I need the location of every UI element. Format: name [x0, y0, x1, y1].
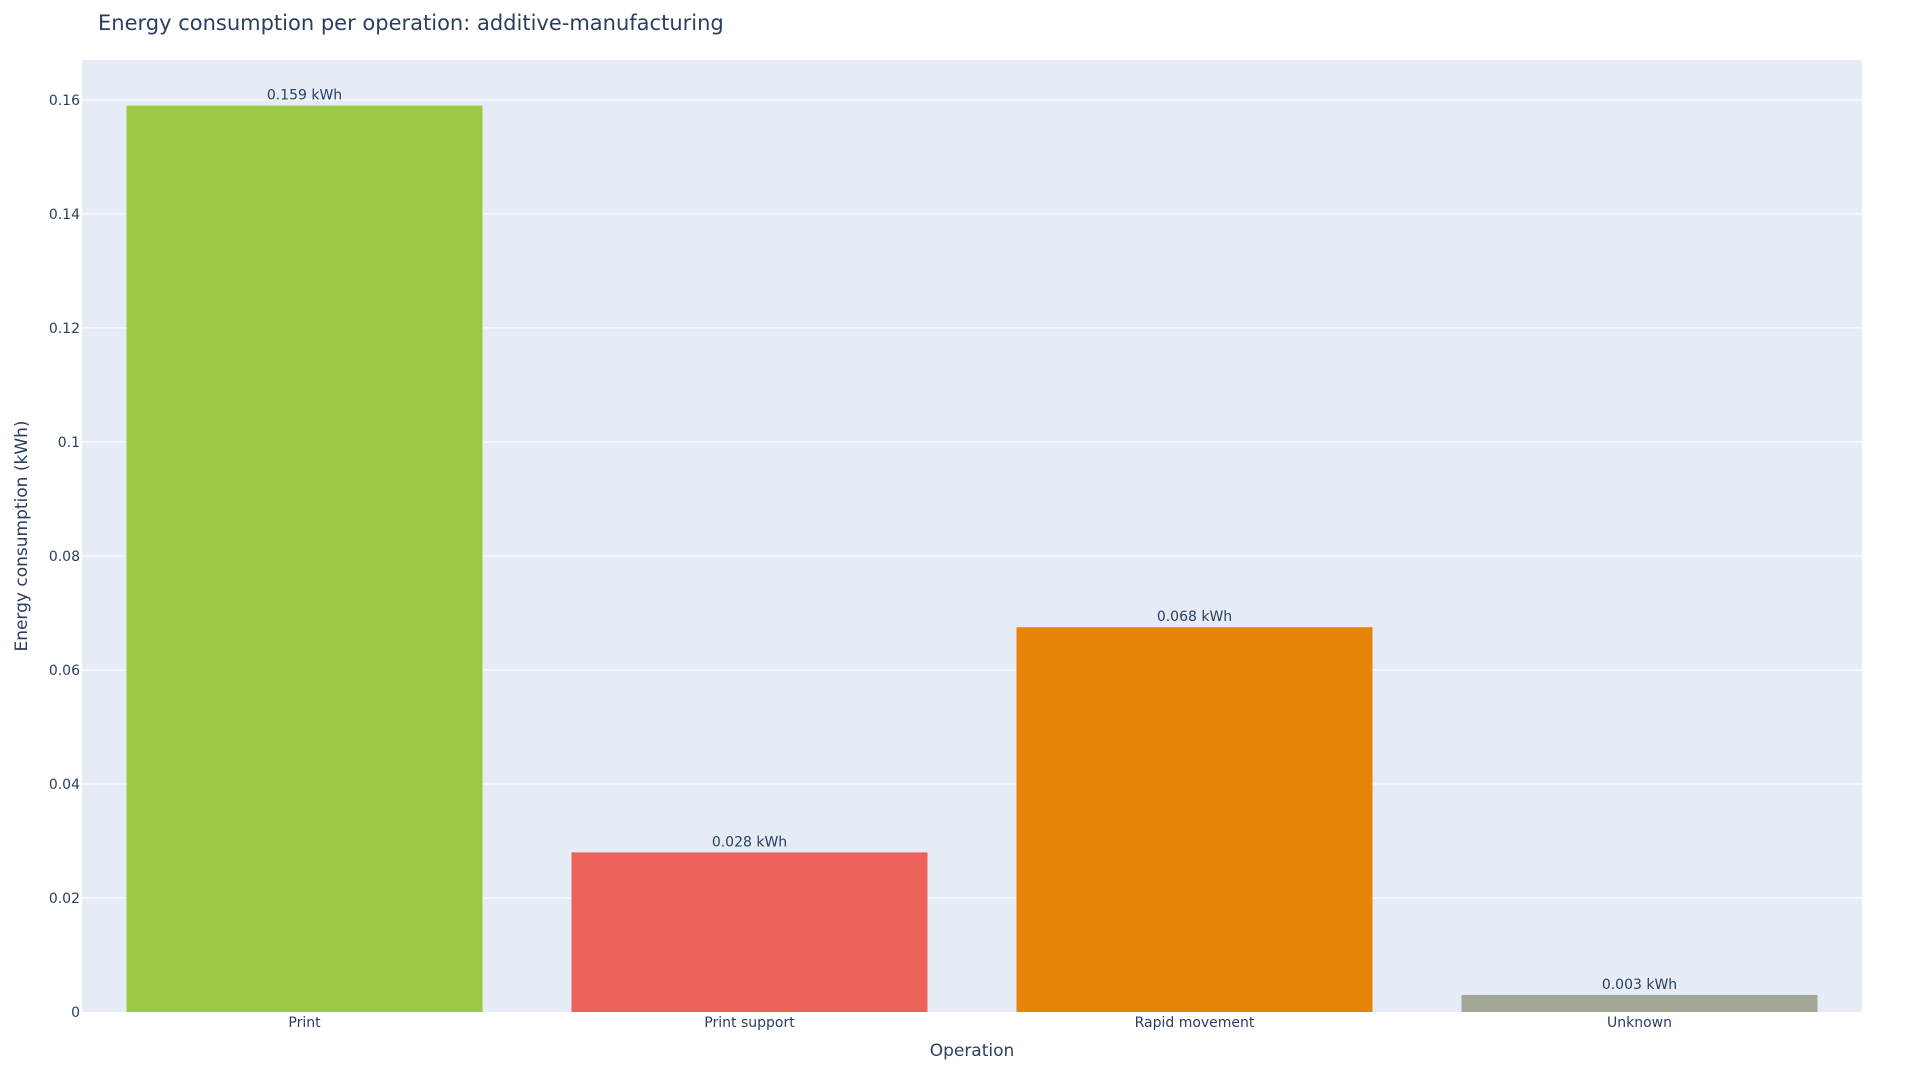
data-label: 0.159 kWh: [267, 88, 342, 104]
x-tick-label: Print support: [704, 1015, 795, 1031]
x-tick-label: Unknown: [1607, 1015, 1672, 1031]
y-tick-label: 0.1: [58, 435, 80, 451]
y-tick-label: 0.08: [49, 549, 80, 565]
chart-title: Energy consumption per operation: additi…: [98, 11, 724, 35]
x-tick-label: Print: [288, 1015, 321, 1031]
data-label: 0.003 kWh: [1602, 977, 1677, 993]
bar-rapid-movement: [1016, 627, 1373, 1012]
bars: [126, 105, 1818, 1012]
data-labels: 0.159 kWh 0.028 kWh 0.068 kWh 0.003 kWh: [267, 88, 1677, 993]
y-tick-label: 0.12: [49, 321, 80, 337]
y-axis-title: Energy consumption (kWh): [12, 420, 32, 651]
y-tick-label: 0.02: [49, 891, 80, 907]
data-label: 0.068 kWh: [1157, 609, 1232, 625]
bar-unknown: [1461, 994, 1818, 1012]
x-tick-label: Rapid movement: [1135, 1015, 1255, 1031]
bar-print-support: [571, 852, 928, 1012]
data-label: 0.028 kWh: [712, 834, 787, 850]
y-tick-label: 0: [71, 1005, 80, 1021]
y-tick-label: 0.04: [49, 777, 80, 793]
x-axis-ticks: Print Print support Rapid movement Unknown: [288, 1015, 1672, 1031]
y-tick-label: 0.16: [49, 93, 80, 109]
bar-print: [126, 105, 483, 1012]
y-axis-ticks: 0 0.02 0.04 0.06 0.08 0.1 0.12 0.14 0.16: [49, 93, 80, 1021]
y-tick-label: 0.14: [49, 207, 80, 223]
x-axis-title: Operation: [930, 1041, 1015, 1061]
y-tick-label: 0.06: [49, 663, 80, 679]
